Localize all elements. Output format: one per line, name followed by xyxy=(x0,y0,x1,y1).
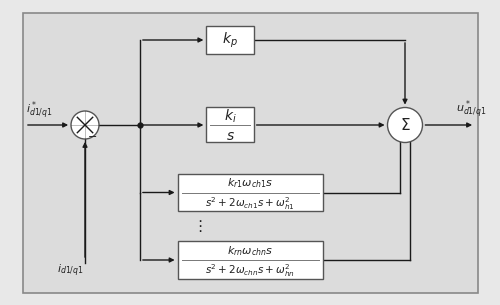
Text: $k_p$: $k_p$ xyxy=(222,30,238,50)
Bar xyxy=(206,26,254,54)
Text: $\Sigma$: $\Sigma$ xyxy=(400,117,410,133)
Bar xyxy=(178,241,322,279)
Text: $\vdots$: $\vdots$ xyxy=(192,218,202,234)
Text: $s^2+2\omega_{ch1}s+\omega^2_{h1}$: $s^2+2\omega_{ch1}s+\omega^2_{h1}$ xyxy=(205,195,295,212)
Text: $k_{r1}\omega_{ch1}s$: $k_{r1}\omega_{ch1}s$ xyxy=(227,177,273,190)
Text: $k_i$: $k_i$ xyxy=(224,107,236,125)
Text: $s$: $s$ xyxy=(226,129,234,143)
Bar xyxy=(206,107,254,142)
Circle shape xyxy=(388,107,422,142)
Circle shape xyxy=(71,111,99,139)
Text: $k_{rn}\omega_{chn}s$: $k_{rn}\omega_{chn}s$ xyxy=(227,244,273,258)
Text: $-$: $-$ xyxy=(88,131,98,141)
Bar xyxy=(178,174,322,211)
Text: $s^2+2\omega_{chn}s+\omega^2_{hn}$: $s^2+2\omega_{chn}s+\omega^2_{hn}$ xyxy=(205,263,295,279)
Text: $i^*_{d1/q1}$: $i^*_{d1/q1}$ xyxy=(26,100,53,122)
Text: $i_{d1/q1}$: $i_{d1/q1}$ xyxy=(58,263,84,279)
Text: $u^*_{d1/q1}$: $u^*_{d1/q1}$ xyxy=(456,99,487,121)
